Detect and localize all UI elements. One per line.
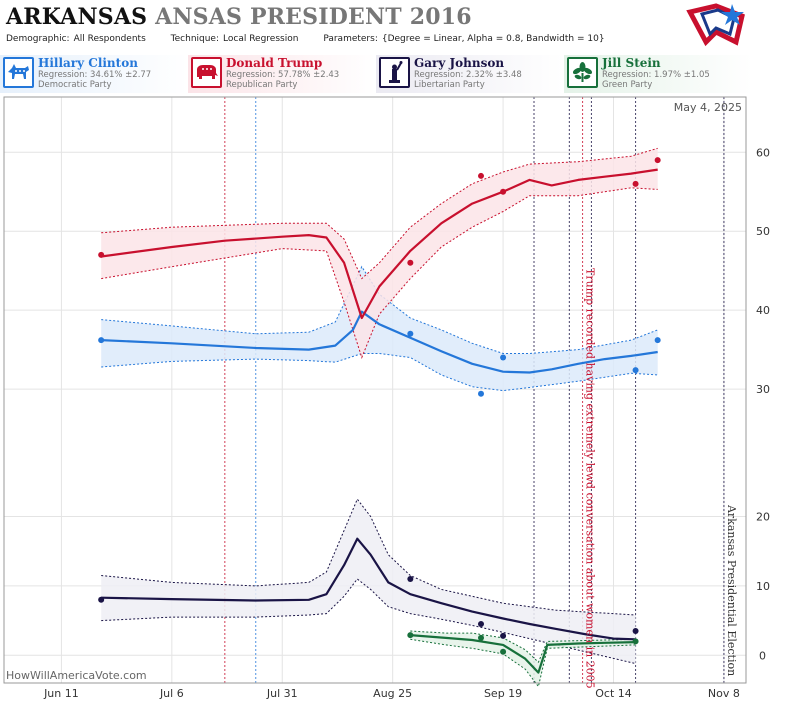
annotations: Trump recorded having extremely lewd con… — [584, 268, 738, 689]
technique-value: Local Regression — [223, 34, 299, 44]
parameters-value: {Degree = Linear, Alpha = 0.8, Bandwidth… — [381, 34, 605, 44]
regression-clinton: Regression: 34.61% ±2.77 — [38, 70, 152, 80]
liberty-statue-icon — [379, 57, 410, 88]
x-tick-label: Oct 14 — [595, 687, 632, 700]
site-logo-icon — [686, 3, 745, 47]
point-clinton — [654, 337, 661, 344]
band-upper-clinton — [101, 265, 658, 354]
band-upper-stein — [410, 630, 636, 664]
band-clinton — [101, 266, 658, 391]
point-trump — [632, 180, 639, 187]
party-stein: Green Party — [602, 80, 653, 90]
point-stein — [500, 648, 507, 655]
point-stein — [407, 632, 414, 639]
y-tick-label: 20 — [756, 511, 770, 524]
party-johnson: Libertarian Party — [414, 80, 485, 90]
leaf-icon — [567, 57, 598, 88]
plot-frame — [3, 96, 747, 684]
band-lower-clinton — [101, 353, 658, 392]
regression-lines — [101, 168, 658, 674]
line-johnson — [101, 537, 636, 641]
regression-johnson: Regression: 2.32% ±3.48 — [414, 70, 522, 80]
watermark: HowWillAmericaVote.com — [6, 669, 147, 682]
confidence-bands — [101, 147, 658, 688]
band-upper-trump — [101, 147, 658, 280]
point-stein — [478, 634, 484, 641]
y-tick-label: 30 — [756, 383, 770, 396]
point-johnson — [478, 621, 484, 628]
band-lower-stein — [410, 638, 636, 688]
candidate-name-stein: Jill Stein — [602, 56, 661, 70]
point-stein — [632, 638, 639, 645]
x-tick-label: Nov 8 — [708, 687, 740, 700]
chart-title: ARKANSAS ANSAS PRESIDENT 2016 — [6, 4, 472, 30]
y-tick-label: 0 — [759, 649, 766, 662]
legend-item-trump: Donald Trump Regression: 57.78% ±2.43 Re… — [188, 55, 376, 93]
regression-trump: Regression: 57.78% ±2.43 — [226, 70, 340, 80]
y-tick-label: 40 — [756, 304, 770, 317]
point-trump — [478, 172, 484, 179]
y-tick-label: 50 — [756, 225, 770, 238]
demographic-label: Demographic: — [6, 34, 70, 44]
point-johnson — [407, 575, 414, 582]
x-tick-label: Jul 6 — [159, 687, 184, 700]
poll-points — [98, 157, 661, 655]
point-trump — [500, 188, 507, 195]
axes: Jun 11 Jul 6 Jul 31 Aug 25 Sep 19 Oct 14 Nov 8… — [3, 96, 770, 700]
date-label: May 4, 2025 — [674, 101, 742, 114]
candidate-name-clinton: Hillary Clinton — [38, 56, 138, 70]
legend-item-stein: Jill Stein Regression: 1.97% ±1.05 Green… — [564, 55, 752, 93]
x-tick-label: Jun 11 — [43, 687, 79, 700]
technique-label: Technique: — [170, 34, 220, 44]
y-tick-label: 60 — [756, 146, 770, 159]
elephant-icon — [191, 57, 222, 88]
title-state: ARKANSAS — [6, 4, 148, 30]
annotation-trump-tape: Trump recorded having extremely lewd con… — [584, 268, 597, 689]
band-stein — [410, 631, 636, 687]
band-johnson — [101, 499, 636, 664]
band-lower-trump — [101, 187, 658, 359]
parameters-label: Parameters: — [323, 34, 378, 44]
x-tick-label: Aug 25 — [373, 687, 412, 700]
point-clinton — [407, 330, 414, 337]
point-clinton — [478, 390, 484, 397]
x-tick-label: Sep 19 — [484, 687, 522, 700]
point-johnson — [98, 596, 105, 603]
y-tick-label: 10 — [756, 580, 770, 593]
line-stein — [410, 634, 636, 674]
annotation-election-day: Arkansas Presidential Election — [725, 504, 738, 676]
point-trump — [654, 157, 661, 164]
party-clinton: Democratic Party — [38, 80, 112, 90]
candidate-legend: Hillary Clinton Regression: 34.61% ±2.77… — [0, 55, 789, 93]
parameters-line: Demographic: All Respondents Technique: Lo… — [6, 34, 627, 44]
title-race: ANSAS PRESIDENT 2016 — [155, 4, 472, 30]
band-upper-johnson — [101, 498, 636, 616]
point-trump — [407, 259, 414, 266]
demographic-value: All Respondents — [73, 34, 146, 44]
point-trump — [98, 251, 105, 258]
point-clinton — [632, 367, 639, 374]
donkey-icon — [3, 57, 34, 88]
regression-stein: Regression: 1.97% ±1.05 — [602, 70, 710, 80]
candidate-name-trump: Donald Trump — [226, 56, 323, 70]
line-clinton — [101, 310, 658, 374]
point-clinton — [98, 337, 105, 344]
candidate-name-johnson: Gary Johnson — [414, 56, 505, 70]
point-clinton — [500, 354, 507, 361]
legend-item-johnson: Gary Johnson Regression: 2.32% ±3.48 Lib… — [376, 55, 564, 93]
point-johnson — [500, 632, 507, 639]
point-johnson — [632, 627, 639, 634]
legend-item-clinton: Hillary Clinton Regression: 34.61% ±2.77… — [0, 55, 188, 93]
band-lower-johnson — [101, 578, 636, 665]
line-trump — [101, 168, 658, 320]
band-trump — [101, 148, 658, 358]
x-tick-label: Jul 31 — [266, 687, 298, 700]
party-trump: Republican Party — [226, 80, 298, 90]
